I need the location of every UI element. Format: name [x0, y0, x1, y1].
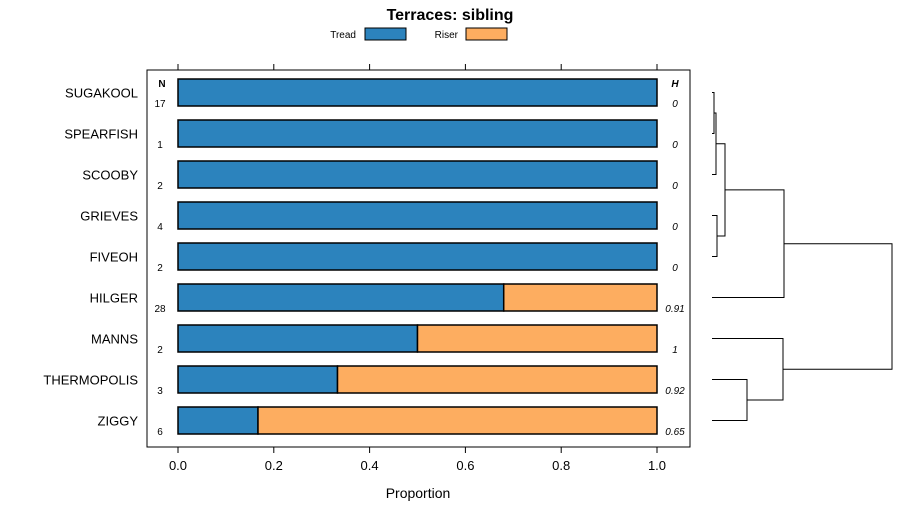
n-count-label: 1 — [157, 140, 163, 151]
chart-title: Terraces: sibling — [387, 7, 514, 24]
n-column-header: N — [158, 79, 165, 90]
n-count-label: 2 — [157, 345, 163, 356]
n-count-label: 4 — [157, 222, 163, 233]
n-count-label: 6 — [157, 427, 163, 438]
h-value-label: 0 — [672, 222, 678, 233]
h-value-label: 0.65 — [665, 427, 685, 438]
legend-label-riser: Riser — [435, 30, 459, 41]
plot-panel — [146, 69, 691, 448]
legend-swatch-riser — [465, 27, 508, 41]
category-label: FIVEOH — [90, 250, 138, 265]
bar-tread — [177, 78, 658, 107]
n-count-label: 2 — [157, 181, 163, 192]
category-label: GRIEVES — [80, 209, 138, 224]
dendrogram — [712, 92, 893, 421]
h-value-label: 0 — [672, 263, 678, 274]
bar-riser — [336, 365, 658, 394]
category-label: THERMOPOLIS — [43, 373, 138, 388]
dendrogram-branch — [712, 215, 718, 257]
bar-tread — [177, 365, 339, 394]
bar-rows: SUGAKOOL 17 0 SPEARFISH 1 0 SCOOBY 2 0 GRIEVES 4 0 F… — [43, 78, 685, 438]
h-value-label: 0 — [672, 99, 678, 110]
category-label: SPEARFISH — [64, 127, 138, 142]
x-tick-label: 0.2 — [265, 458, 283, 473]
legend-label-tread: Tread — [330, 30, 356, 41]
x-tick-label: 0.8 — [552, 458, 570, 473]
legend: Tread Riser — [330, 27, 508, 41]
dendrogram-branch — [783, 243, 893, 370]
legend-swatch-tread — [364, 27, 407, 41]
category-label: MANNS — [91, 332, 138, 347]
dendrogram-branch — [712, 92, 715, 134]
x-axis-title: Proportion — [386, 485, 451, 501]
h-value-label: 0 — [672, 140, 678, 151]
x-tick-label: 1.0 — [648, 458, 666, 473]
dendrogram-branch — [712, 379, 748, 421]
category-label: HILGER — [90, 291, 138, 306]
n-count-label: 2 — [157, 263, 163, 274]
category-label: SUGAKOOL — [65, 86, 138, 101]
h-value-label: 1 — [672, 345, 678, 356]
h-column-header: H — [671, 79, 679, 90]
x-axis: 0.0 0.2 0.4 0.6 0.8 1.0 — [169, 64, 666, 473]
bar-tread — [177, 324, 419, 353]
bar-tread — [177, 119, 658, 148]
bar-tread — [177, 283, 505, 312]
n-count-label: 3 — [157, 386, 163, 397]
h-value-label: 0 — [672, 181, 678, 192]
category-label: SCOOBY — [82, 168, 138, 183]
x-tick-label: 0.0 — [169, 458, 187, 473]
category-label: ZIGGY — [98, 414, 139, 429]
h-value-label: 0.91 — [665, 304, 684, 315]
dendrogram-branch — [712, 189, 785, 298]
bar-tread — [177, 201, 658, 230]
h-value-label: 0.92 — [665, 386, 685, 397]
n-count-label: 17 — [154, 99, 166, 110]
bar-riser — [257, 406, 658, 435]
x-tick-label: 0.6 — [456, 458, 474, 473]
x-tick-label: 0.4 — [361, 458, 379, 473]
bar-tread — [177, 242, 658, 271]
bar-tread — [177, 160, 658, 189]
n-count-label: 28 — [154, 304, 166, 315]
bar-riser — [502, 283, 658, 312]
bar-riser — [416, 324, 658, 353]
bar-tread — [177, 406, 259, 435]
